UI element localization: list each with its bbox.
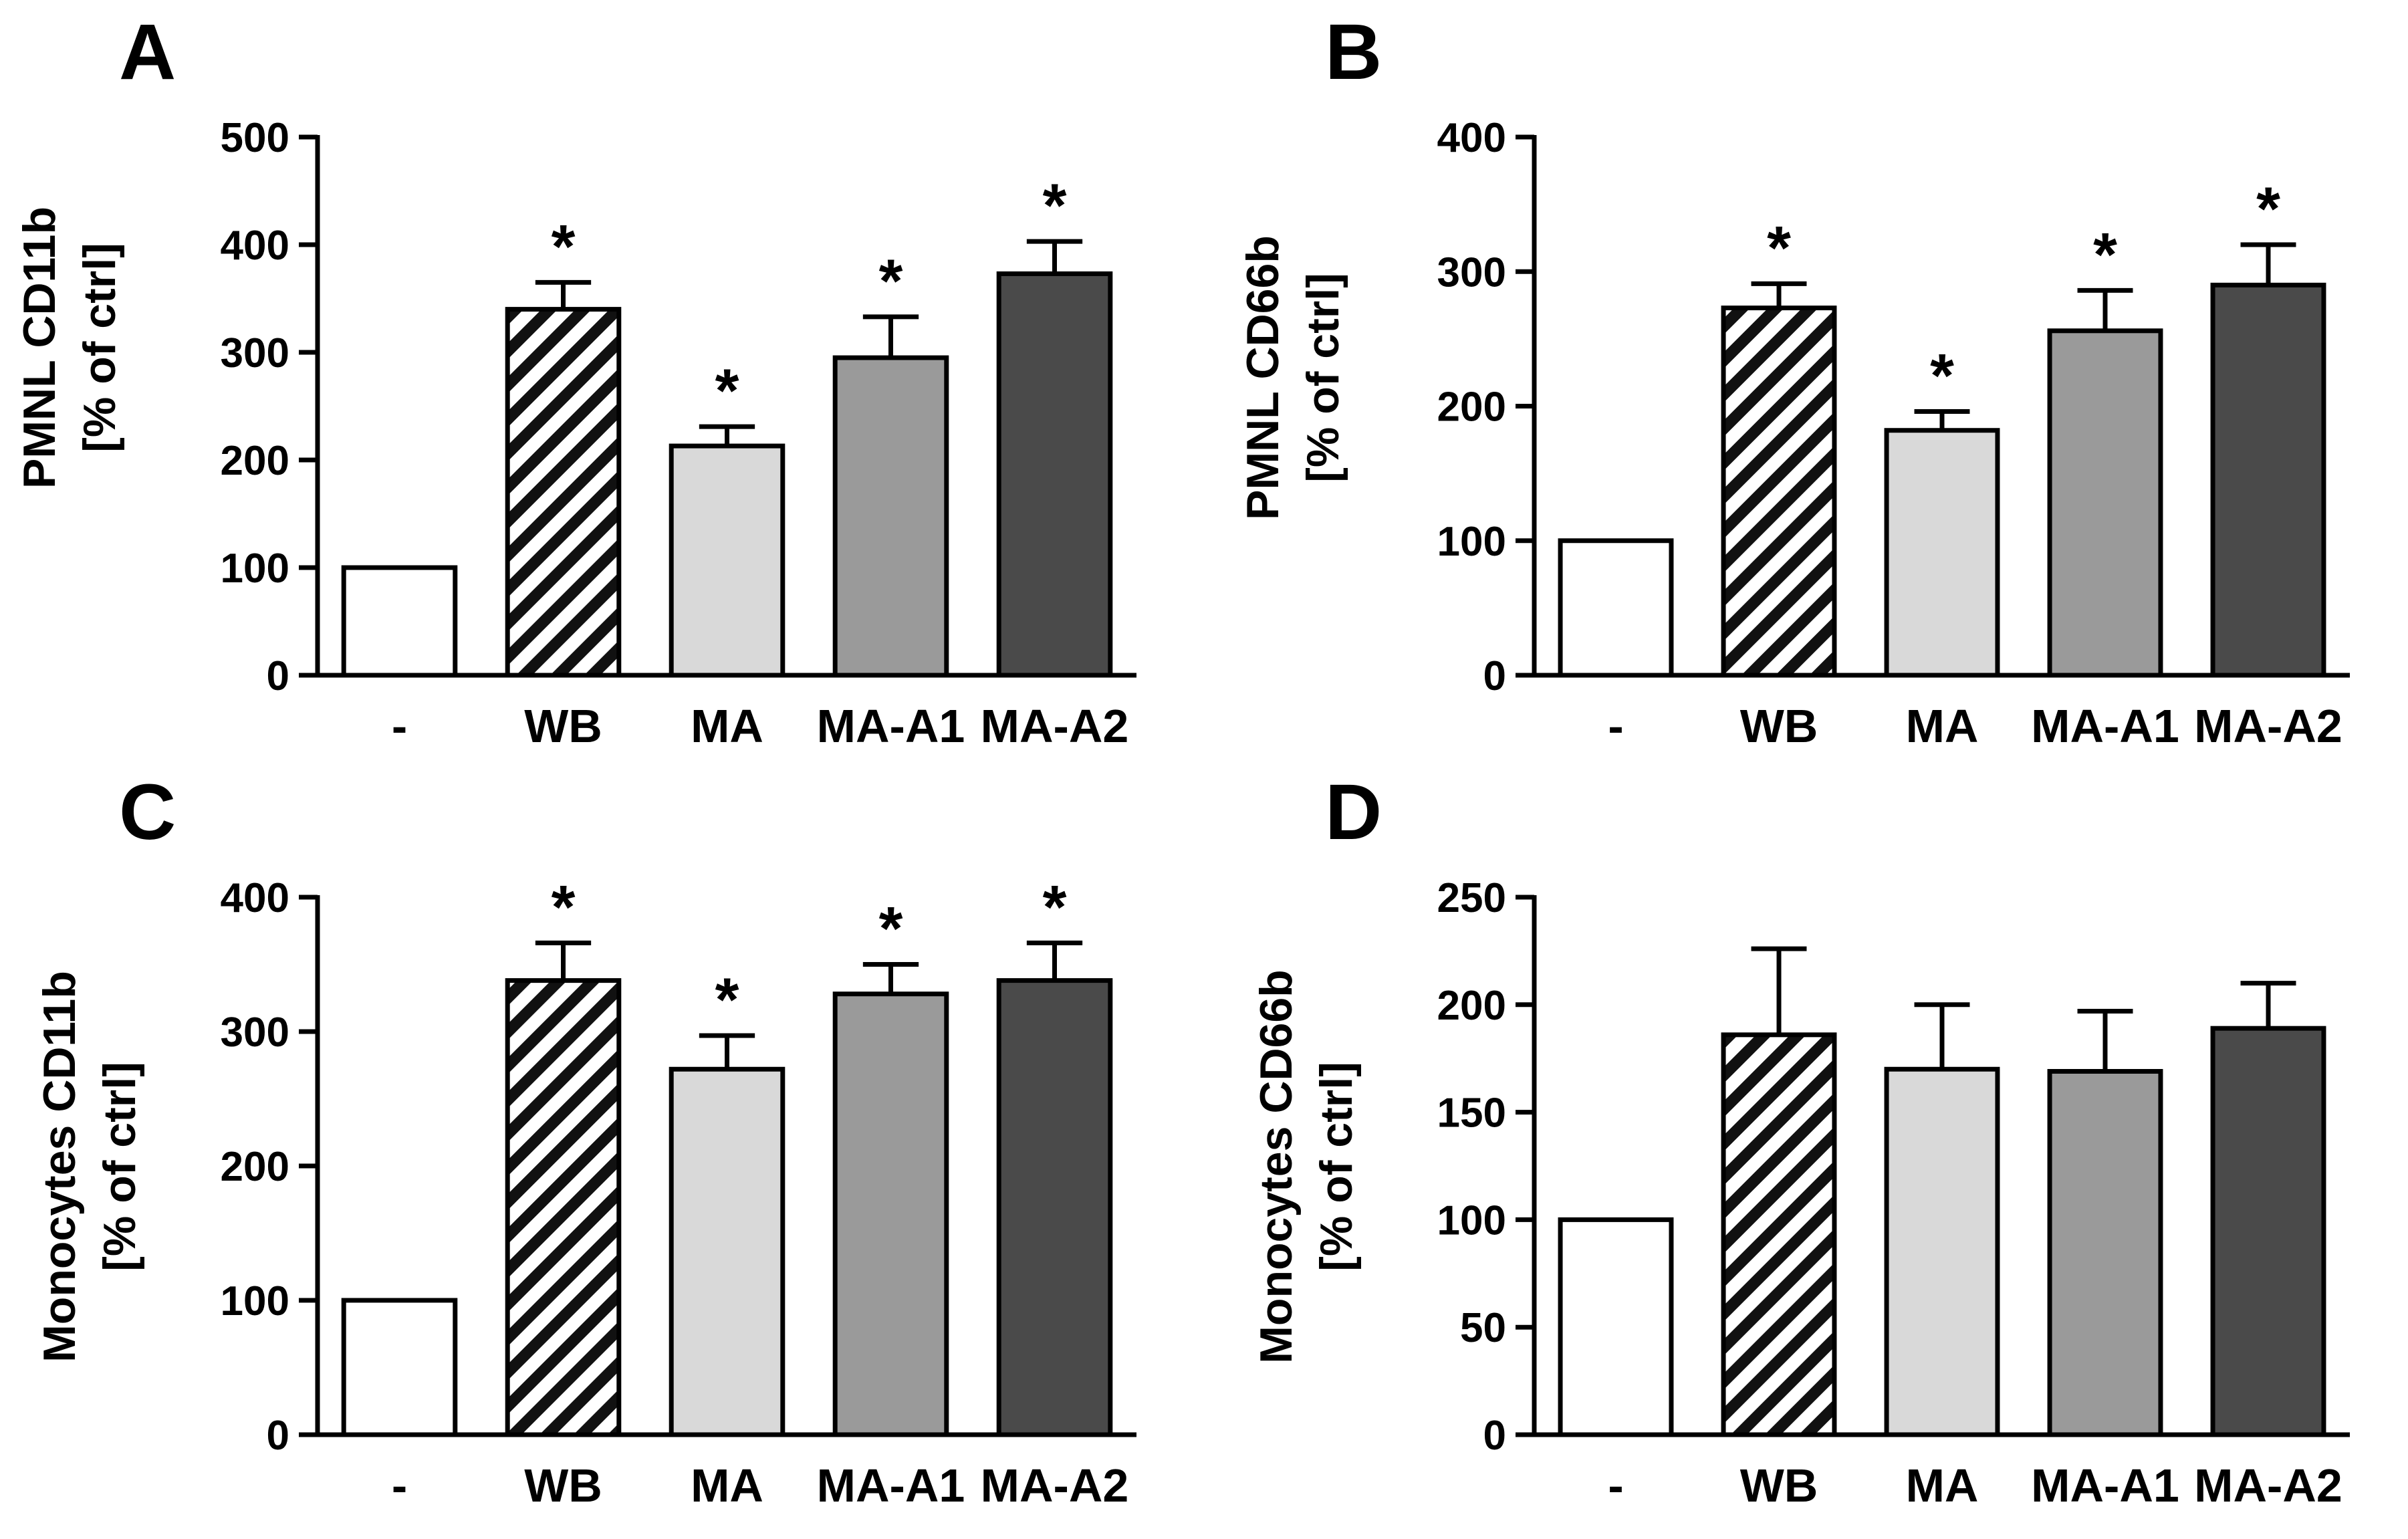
panel-a-ylabel-line1: PMNL CD11b (14, 207, 65, 489)
panel-b-bar-wb (1721, 306, 1837, 678)
panel-c-bar-ma (669, 1066, 786, 1437)
panel-d-ytick-label-250: 250 (1437, 875, 1506, 921)
panel-d-plot: - WB MA MA-A1 MA-A2 0 50 100 150 200 250 (1437, 875, 2350, 1512)
panel-c-significance-ma: * (715, 966, 739, 1034)
panel-a-significance-ma: * (715, 357, 739, 425)
panel-a-significance-ma-a1: * (879, 247, 903, 316)
panel-a-ytick-label-400: 400 (221, 223, 289, 269)
panel-b-ytick-label-300: 300 (1437, 249, 1506, 295)
panel-c-letter: C (119, 768, 176, 856)
panel-c: C Monocytes CD11b [% of ctrl] - * WB * MA * MA… (34, 768, 1136, 1512)
panel-c-xtick-label-ma-a2: MA-A2 (981, 1459, 1129, 1512)
panel-a-ylabel: PMNL CD11b [% of ctrl] (14, 207, 125, 489)
panel-a-significance-ma-a2: * (1043, 172, 1067, 240)
panel-a-ytick-label-100: 100 (221, 546, 289, 592)
panel-b-significance-wb: * (1767, 214, 1791, 282)
panel-a-xtick-label-ma: MA (691, 700, 763, 752)
panel-a-plot: - * WB * MA * MA-A1 * MA-A2 0 100 200 300 400 500 (221, 115, 1136, 752)
panel-c-ytick-label-200: 200 (221, 1144, 289, 1190)
panel-d-ytick-label-100: 100 (1437, 1197, 1506, 1244)
panel-d-bar-ma-a1 (2047, 1068, 2163, 1437)
panel-c-significance-ma-a1: * (879, 895, 903, 963)
panel-c-ytick-label-0: 0 (267, 1413, 289, 1459)
panel-b-ylabel-line1: PMNL CD66b (1237, 235, 1288, 520)
panel-b-bar-ma (1884, 428, 2000, 678)
panel-b-xtick-label-ma-a2: MA-A2 (2194, 700, 2342, 752)
panel-b: B PMNL CD66b [% of ctrl] - * WB * MA * MA-A1 * M… (1237, 8, 2350, 752)
panel-b-ytick-label-400: 400 (1437, 115, 1506, 161)
panel-c-significance-wb: * (552, 873, 576, 941)
panel-d-ytick-label-0: 0 (1483, 1413, 1506, 1459)
panel-c-ytick-label-300: 300 (221, 1010, 289, 1056)
panel-b-ytick-label-0: 0 (1483, 653, 1506, 699)
panel-c-plot: - * WB * MA * MA-A1 * MA-A2 0 100 200 300 400 (221, 873, 1136, 1512)
panel-d-ytick-label-200: 200 (1437, 983, 1506, 1029)
panel-d-ylabel: Monocytes CD66b [% of ctrl] (1251, 969, 1362, 1363)
panel-a: A PMNL CD11b [% of ctrl] - * WB * MA * MA-A1 * M… (14, 8, 1136, 752)
panel-d-ylabel-line2: [% of ctrl] (1311, 1062, 1362, 1272)
panel-d: D Monocytes CD66b [% of ctrl] - WB MA MA-A1… (1251, 768, 2350, 1512)
panel-d-xtick-label-ma-a2: MA-A2 (2194, 1459, 2342, 1512)
panel-a-xtick-label-ma-a2: MA-A2 (981, 700, 1129, 752)
panel-b-letter: B (1325, 8, 1382, 96)
panel-a-xtick-label-ctrl: - (392, 700, 407, 752)
panel-b-xtick-label-ma: MA (1906, 700, 1979, 752)
panel-d-xtick-label-ma: MA (1906, 1459, 1979, 1512)
panel-b-ylabel: PMNL CD66b [% of ctrl] (1237, 235, 1348, 520)
panel-b-significance-ma: * (1930, 342, 1954, 410)
panel-b-xtick-label-ctrl: - (1608, 700, 1623, 752)
panel-b-ylabel-line2: [% of ctrl] (1298, 273, 1348, 483)
panel-b-plot: - * WB * MA * MA-A1 * MA-A2 0 100 200 300 400 (1437, 115, 2350, 752)
panel-d-ylabel-line1: Monocytes CD66b (1251, 969, 1302, 1363)
panel-b-bar-ma-a2 (2210, 282, 2326, 678)
panel-a-xtick-label-wb: WB (524, 700, 602, 752)
panel-a-bar-ma-a1 (832, 355, 949, 678)
panel-a-bar-ctrl (341, 565, 458, 678)
panel-d-xtick-label-ctrl: - (1608, 1459, 1623, 1512)
panel-d-xtick-label-wb: WB (1740, 1459, 1818, 1512)
panel-d-ytick-label-150: 150 (1437, 1090, 1506, 1137)
panel-b-significance-ma-a1: * (2093, 221, 2117, 289)
panel-d-bar-ma-a2 (2210, 1026, 2326, 1437)
panel-c-xtick-label-wb: WB (524, 1459, 602, 1512)
panel-b-ytick-label-100: 100 (1437, 519, 1506, 565)
panel-a-ytick-label-500: 500 (221, 115, 289, 161)
panel-c-significance-ma-a2: * (1043, 873, 1067, 941)
panel-b-xtick-label-ma-a1: MA-A1 (2031, 700, 2179, 752)
panel-a-ylabel-line2: [% of ctrl] (74, 243, 125, 453)
panel-a-ytick-label-200: 200 (221, 438, 289, 484)
panel-a-letter: A (119, 8, 176, 96)
panel-c-ytick-label-400: 400 (221, 875, 289, 921)
panel-c-ylabel-line2: [% of ctrl] (94, 1062, 145, 1272)
panel-a-bar-ma (669, 443, 786, 678)
panel-c-ylabel-line1: Monocytes CD11b (34, 971, 85, 1363)
panel-a-bar-ma-a2 (996, 271, 1113, 678)
panel-b-significance-ma-a2: * (2256, 175, 2280, 243)
panel-c-xtick-label-ma: MA (691, 1459, 763, 1512)
panel-a-ytick-label-0: 0 (267, 653, 289, 699)
panel-a-bar-wb (505, 307, 622, 678)
panel-c-bar-wb (505, 978, 622, 1437)
panel-d-ytick-label-50: 50 (1460, 1305, 1506, 1351)
panel-c-xtick-label-ctrl: - (392, 1459, 407, 1512)
panel-b-bar-ctrl (1558, 538, 1674, 678)
panel-d-letter: D (1325, 768, 1382, 856)
panel-d-bar-ctrl (1558, 1217, 1674, 1437)
panel-d-xtick-label-ma-a1: MA-A1 (2031, 1459, 2179, 1512)
panel-c-xtick-label-ma-a1: MA-A1 (817, 1459, 965, 1512)
panel-b-ytick-label-200: 200 (1437, 384, 1506, 431)
panel-d-bar-wb (1721, 1032, 1837, 1437)
panel-c-bar-ma-a1 (832, 991, 949, 1437)
panel-a-significance-wb: * (552, 213, 576, 281)
panel-b-xtick-label-wb: WB (1740, 700, 1818, 752)
panel-c-bar-ctrl (341, 1298, 458, 1437)
panel-c-ylabel: Monocytes CD11b [% of ctrl] (34, 971, 145, 1363)
panel-c-bar-ma-a2 (996, 978, 1113, 1437)
panel-c-ytick-label-100: 100 (221, 1278, 289, 1324)
panel-b-bar-ma-a1 (2047, 328, 2163, 678)
panel-d-bar-ma (1884, 1066, 2000, 1437)
panel-a-xtick-label-ma-a1: MA-A1 (817, 700, 965, 752)
panel-a-ytick-label-300: 300 (221, 330, 289, 376)
